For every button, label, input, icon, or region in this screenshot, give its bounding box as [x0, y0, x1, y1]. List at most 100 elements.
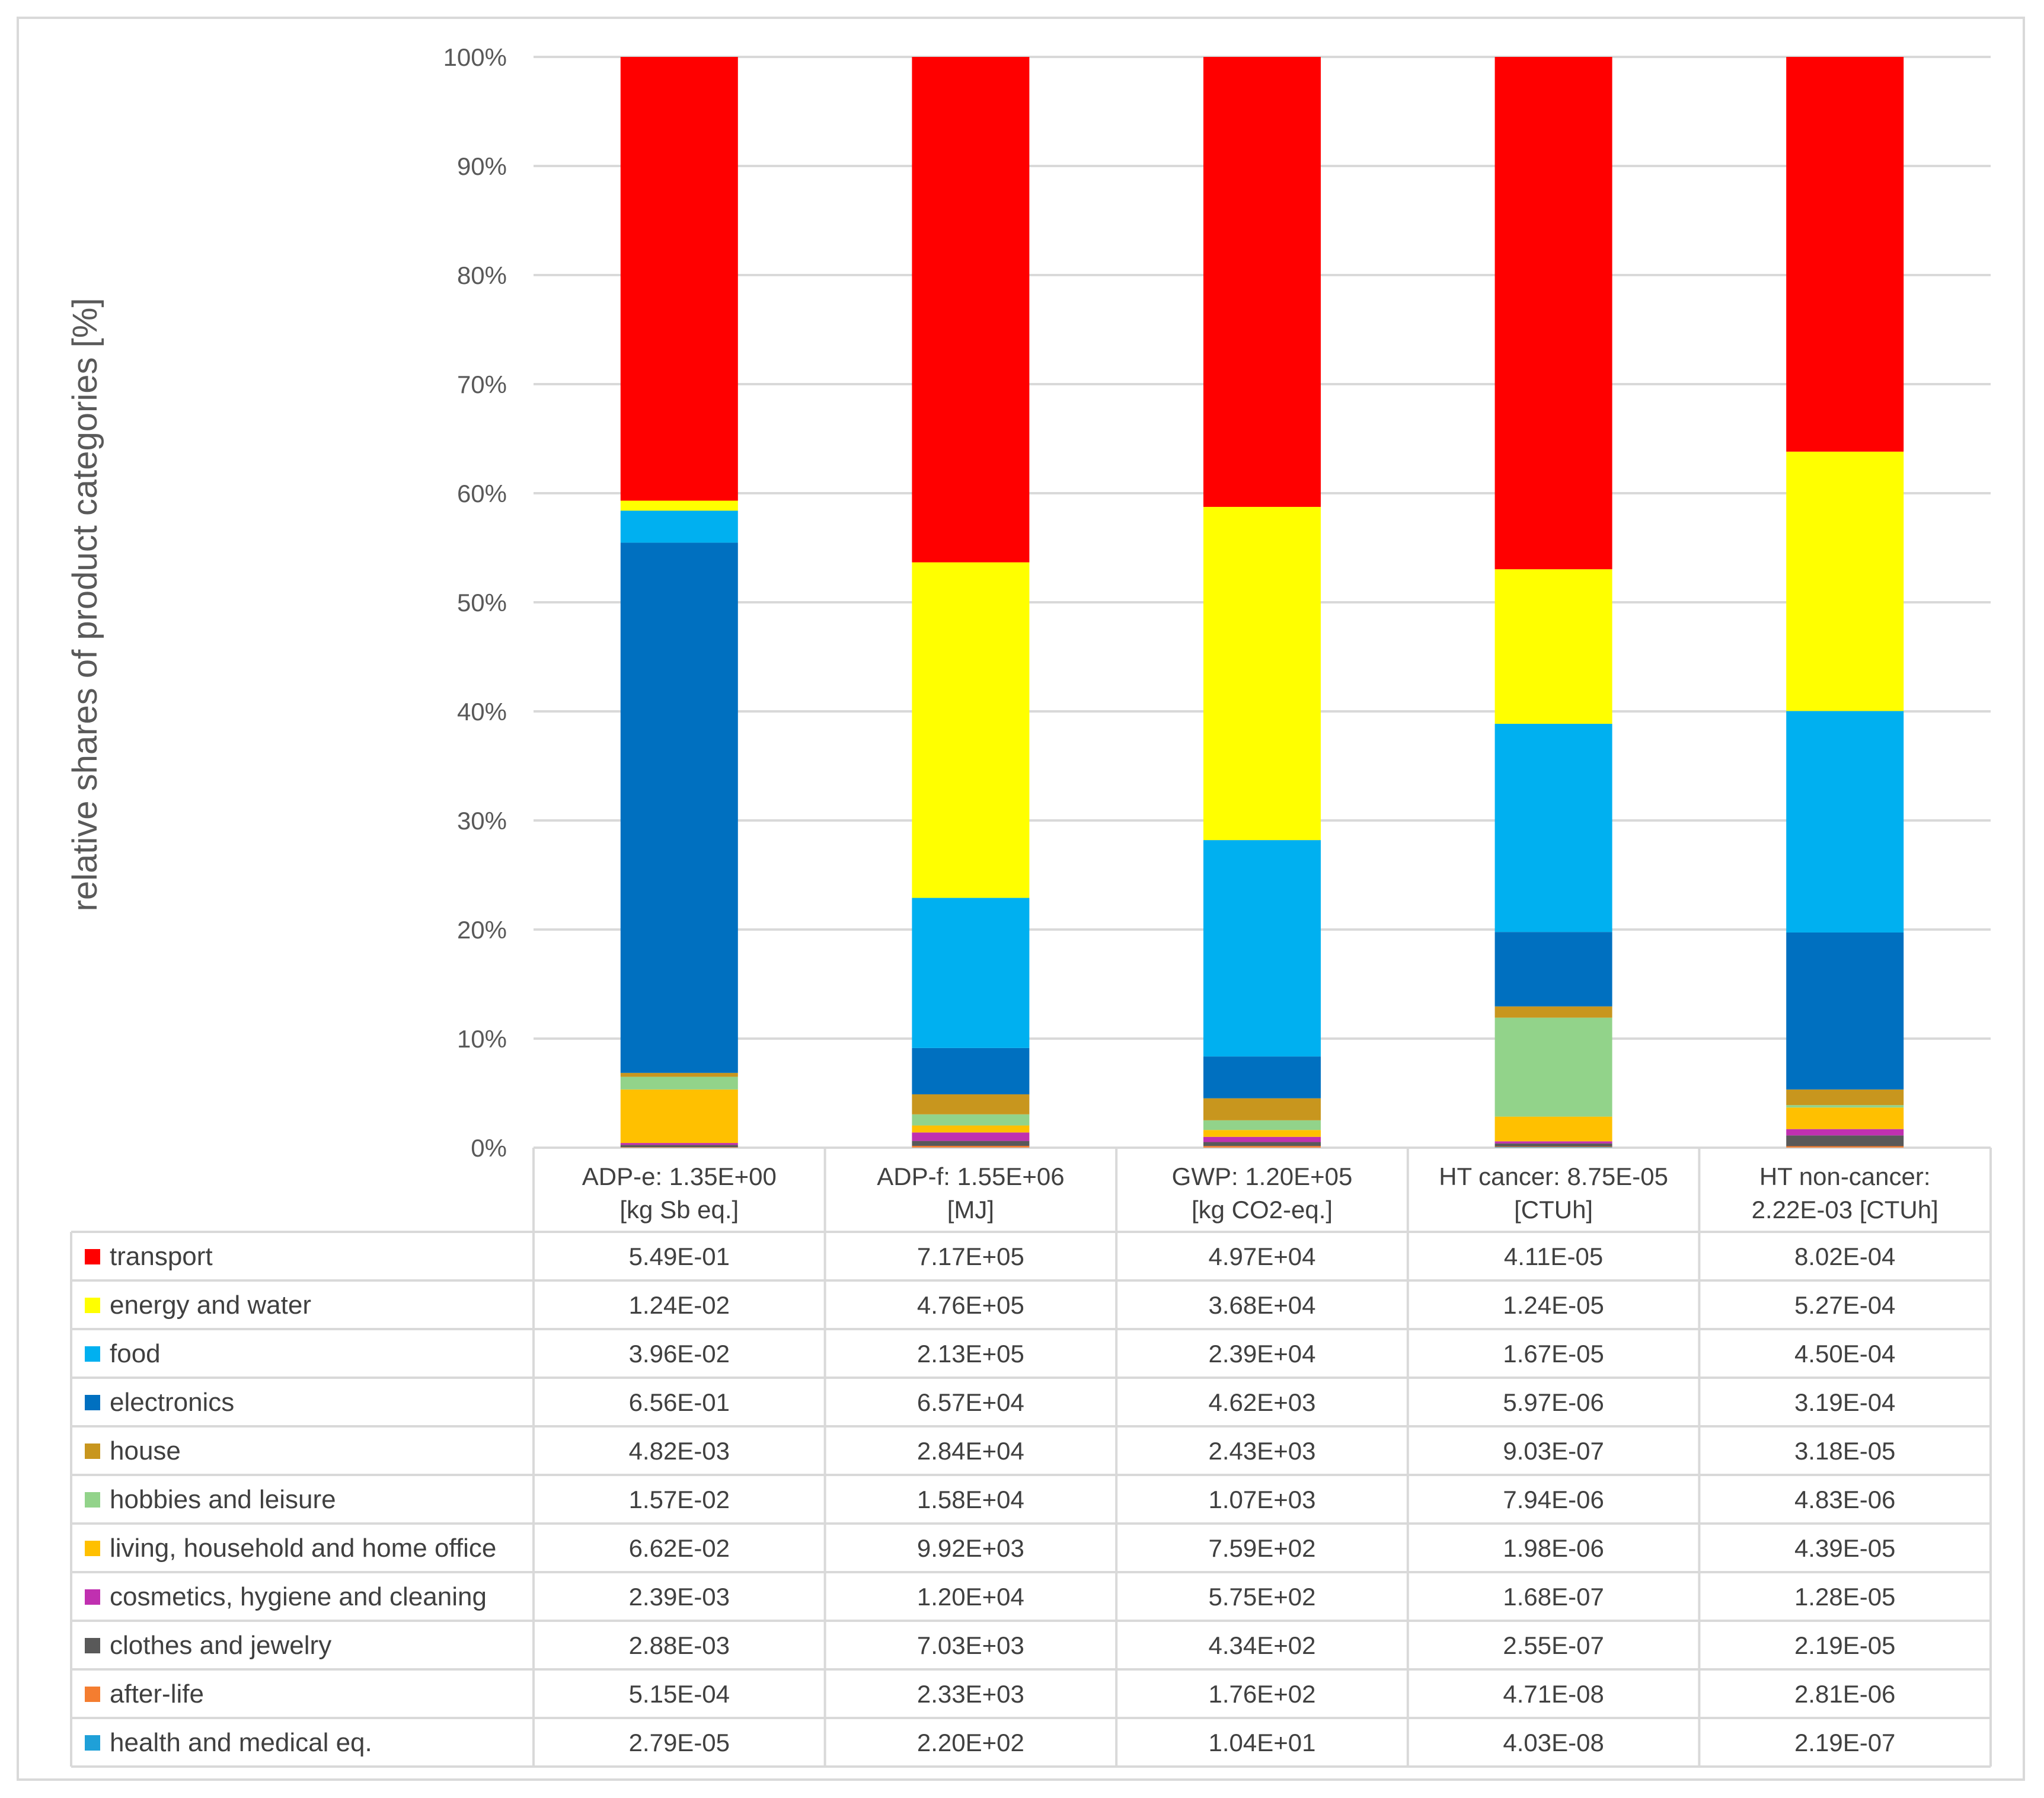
legend-label: hobbies and leisure [110, 1485, 336, 1514]
table-cell-value: 9.92E+03 [917, 1534, 1024, 1562]
bar-segment [1203, 1130, 1321, 1137]
table-cell-value: 6.62E-02 [629, 1534, 730, 1562]
bar-segment [1203, 57, 1321, 507]
y-axis-ticks: 0% 10% 20% 30% 40% 50% 60% 70% 80% 90% 100% [443, 43, 507, 1162]
bar-segment [1786, 1105, 1904, 1108]
bar-segment [912, 57, 1030, 563]
table-cell-value: 2.19E-07 [1794, 1729, 1895, 1757]
bar-segment [912, 898, 1030, 1048]
table-cell-value: 2.84E+04 [917, 1437, 1024, 1465]
table-cell-value: 2.55E-07 [1503, 1631, 1604, 1659]
table-cell-value: 4.97E+04 [1208, 1243, 1315, 1270]
table-cell-value: 1.58E+04 [917, 1486, 1024, 1513]
bar-segment [1494, 1143, 1612, 1147]
table-cell-value: 7.59E+02 [1208, 1534, 1315, 1562]
legend-label: transport [110, 1242, 213, 1271]
table-cell-value: 4.34E+02 [1208, 1631, 1315, 1659]
bar-segment [912, 1094, 1030, 1114]
legend-label: house [110, 1436, 181, 1465]
legend-swatch [85, 1735, 100, 1751]
bar-segment [1203, 1056, 1321, 1098]
bar-segment [912, 1047, 1030, 1094]
y-tick-label: 100% [443, 43, 507, 71]
table-cell-value: 1.04E+01 [1208, 1729, 1315, 1757]
table-cell-value: 4.03E-08 [1503, 1729, 1604, 1757]
bar-segment [620, 1147, 738, 1148]
category-label: HT cancer: 8.75E-05 [1439, 1163, 1668, 1190]
bar-segment [1203, 1146, 1321, 1148]
y-tick-label: 60% [457, 480, 507, 507]
bar-segment [620, 500, 738, 511]
legend-swatch [85, 1638, 100, 1653]
bar-segment [1203, 507, 1321, 841]
data-table: ADP-e: 1.35E+00 [kg Sb eq.] ADP-f: 1.55E+0… [70, 1148, 1992, 1768]
table-cell-value: 4.83E-06 [1794, 1486, 1895, 1513]
table-cell-value: 2.20E+02 [917, 1729, 1024, 1757]
bar-segment [1203, 1098, 1321, 1120]
y-tick-label: 0% [471, 1134, 507, 1162]
table-cell-value: 2.39E+04 [1208, 1340, 1315, 1368]
y-tick-label: 50% [457, 589, 507, 617]
bar-segment [620, 510, 738, 543]
category-label: HT non-cancer: [1759, 1163, 1931, 1190]
category-label: [kg CO2-eq.] [1192, 1196, 1333, 1224]
table-cell-value: 1.57E-02 [629, 1486, 730, 1513]
bar-segment [1786, 711, 1904, 932]
table-cell-value: 2.39E-03 [629, 1583, 730, 1611]
bar-segment [1786, 1089, 1904, 1106]
table-cell-value: 2.88E-03 [629, 1631, 730, 1659]
table-cell-value: 3.96E-02 [629, 1340, 730, 1368]
table-cell-value: 4.39E-05 [1794, 1534, 1895, 1562]
bar-segment [620, 542, 738, 1073]
bar-segment [912, 1141, 1030, 1146]
legend-label: living, household and home office [110, 1534, 496, 1563]
bar-segment [1494, 1147, 1612, 1148]
bar-segment [1786, 1146, 1904, 1148]
bar-segment [620, 1077, 738, 1090]
table-cell-value: 5.75E+02 [1208, 1583, 1315, 1611]
bar-segment [1494, 932, 1612, 1007]
bar-segment [1203, 1142, 1321, 1146]
legend-label: food [110, 1339, 161, 1368]
legend-label: electronics [110, 1388, 234, 1417]
bar-segment [1786, 1129, 1904, 1136]
bar-segment [912, 1145, 1030, 1148]
category-label: 2.22E-03 [CTUh] [1752, 1196, 1938, 1224]
bar-segment [912, 562, 1030, 898]
table-cell-value: 4.71E-08 [1503, 1680, 1604, 1708]
table-cell-value: 8.02E-04 [1794, 1243, 1895, 1270]
legend-swatch [85, 1298, 100, 1313]
bar-segment [1786, 932, 1904, 1090]
bar-segment [1203, 840, 1321, 1057]
bar-segment [1494, 569, 1612, 724]
y-tick-label: 70% [457, 371, 507, 398]
category-label: [MJ] [947, 1196, 994, 1224]
bar-segment [1786, 57, 1904, 452]
table-cell-value: 1.68E-07 [1503, 1583, 1604, 1611]
table-cell-value: 1.67E-05 [1503, 1340, 1604, 1368]
table-cell-value: 4.76E+05 [917, 1291, 1024, 1319]
bar-segment [1494, 1006, 1612, 1018]
table-cell-value: 1.98E-06 [1503, 1534, 1604, 1562]
bar-segment [620, 1143, 738, 1145]
y-tick-label: 30% [457, 807, 507, 835]
table-cell-value: 3.68E+04 [1208, 1291, 1315, 1319]
y-tick-label: 20% [457, 916, 507, 944]
category-label: ADP-e: 1.35E+00 [582, 1163, 777, 1190]
table-cell-value: 5.27E-04 [1794, 1291, 1895, 1319]
bar-segment [620, 1072, 738, 1077]
bar-segment [912, 1132, 1030, 1141]
legend-label: energy and water [110, 1291, 311, 1320]
table-cell-value: 4.11E-05 [1504, 1243, 1603, 1270]
table-cell-value: 2.19E-05 [1794, 1631, 1895, 1659]
legend-swatch [85, 1395, 100, 1410]
category-label: ADP-f: 1.55E+06 [877, 1163, 1064, 1190]
legend-label: health and medical eq. [110, 1728, 372, 1757]
bar-segment [620, 1089, 738, 1144]
bar-segment [1494, 1017, 1612, 1117]
y-tick-label: 10% [457, 1025, 507, 1053]
table-cell-value: 4.62E+03 [1208, 1388, 1315, 1416]
table-cell-value: 7.17E+05 [917, 1243, 1024, 1270]
y-tick-label: 90% [457, 152, 507, 180]
